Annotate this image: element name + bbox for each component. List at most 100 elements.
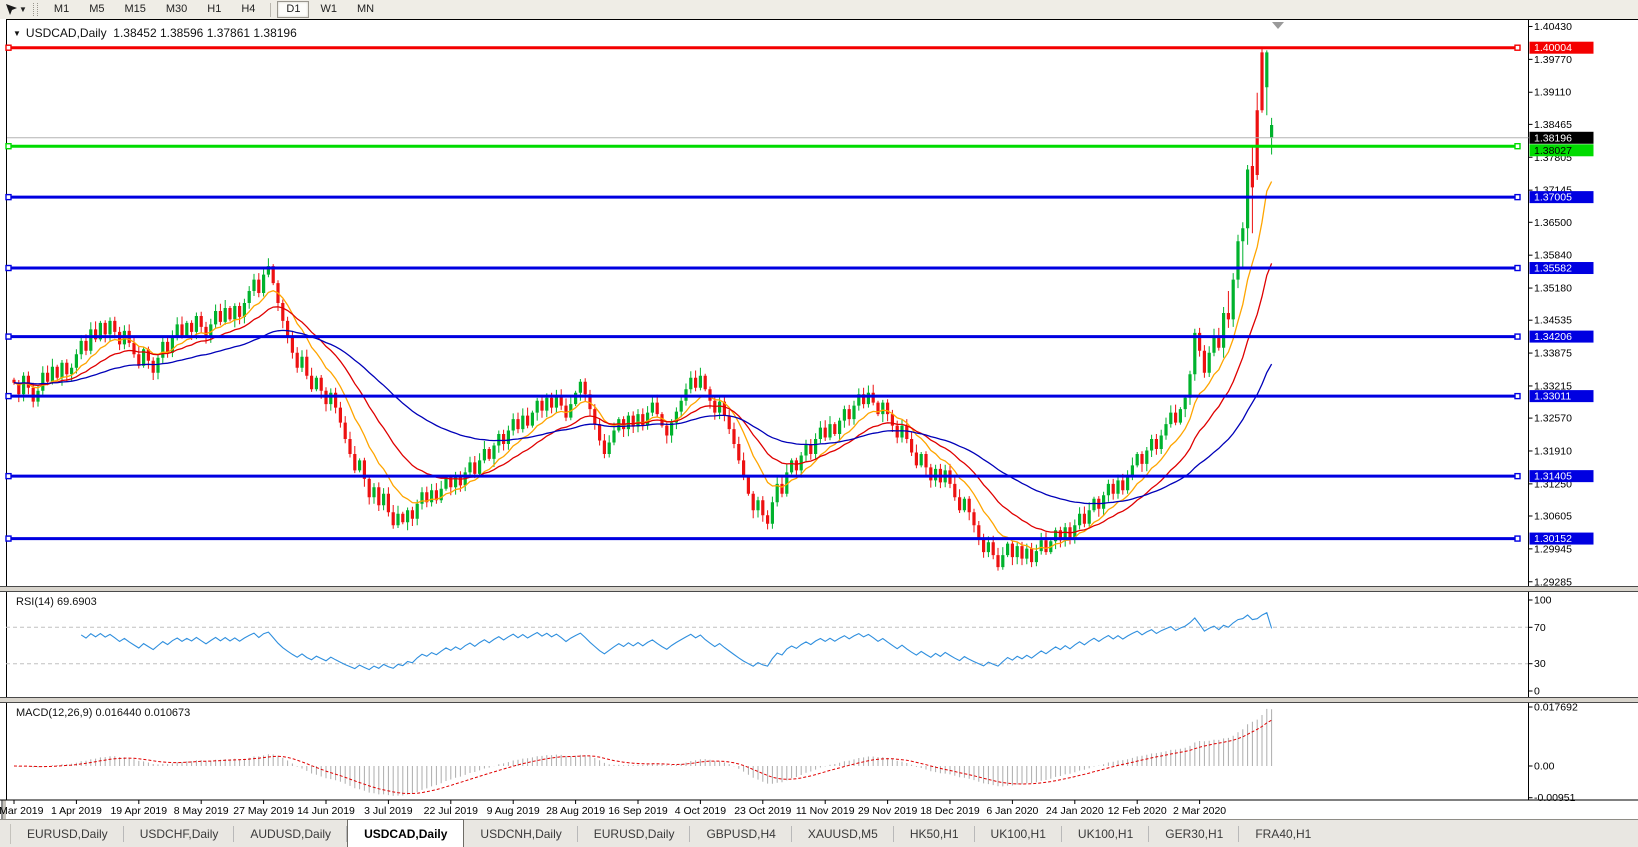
timeframe-buttons: M1 M5 M15 M30 H1 H4 D1 W1 MN <box>44 1 384 18</box>
toolbar: ▼ M1 M5 M15 M30 H1 H4 D1 W1 MN <box>0 0 1638 20</box>
chart-menu-triangle-icon[interactable]: ▼ <box>13 29 21 38</box>
svg-text:1.35840: 1.35840 <box>1534 250 1572 262</box>
chart-title-text: USDCAD,Daily 1.38452 1.38596 1.37861 1.3… <box>25 26 297 40</box>
svg-text:6 Jan 2020: 6 Jan 2020 <box>986 805 1038 817</box>
tab-bar-grip <box>0 824 11 844</box>
svg-text:1.31910: 1.31910 <box>1534 445 1572 457</box>
svg-text:1.39110: 1.39110 <box>1534 87 1571 99</box>
timeframe-w1-button[interactable]: W1 <box>320 3 337 15</box>
timeframe-h1-button[interactable]: H1 <box>207 3 222 15</box>
tab-audusd-daily[interactable]: AUDUSD,Daily <box>234 820 347 847</box>
svg-text:14 Jun 2019: 14 Jun 2019 <box>297 805 355 817</box>
tab-hk50-h1[interactable]: HK50,H1 <box>894 820 975 847</box>
horizontal-level-lines[interactable] <box>5 44 1521 542</box>
rsi-indicator-label: RSI(14) 69.6903 <box>16 596 97 608</box>
svg-text:1.33875: 1.33875 <box>1534 348 1572 360</box>
pointer-icon[interactable] <box>3 2 19 17</box>
svg-text:1.40430: 1.40430 <box>1534 21 1572 33</box>
svg-text:1.38465: 1.38465 <box>1534 119 1572 131</box>
svg-text:2 Mar 2020: 2 Mar 2020 <box>1173 805 1226 817</box>
macd-indicator-label: MACD(12,26,9) 0.016440 0.010673 <box>16 707 191 719</box>
svg-text:1.38027: 1.38027 <box>1534 145 1572 157</box>
svg-text:1.34535: 1.34535 <box>1534 315 1572 327</box>
tab-usdcnh-daily[interactable]: USDCNH,Daily <box>464 820 579 847</box>
rsi-panel[interactable]: 100 70 30 0 <box>6 592 1552 698</box>
tab-uk100-h1[interactable]: UK100,H1 <box>975 820 1063 847</box>
svg-text:30: 30 <box>1534 658 1546 670</box>
tab-uk100-h1[interactable]: UK100,H1 <box>1062 820 1150 847</box>
svg-text:12 Feb 2020: 12 Feb 2020 <box>1108 805 1167 817</box>
tab-strip: EURUSD,Daily USDCHF,Daily AUDUSD,Daily USDC… <box>11 819 1327 847</box>
tab-eurusd-daily[interactable]: EURUSD,Daily <box>11 820 124 847</box>
chart-title: ▼ USDCAD,Daily 1.38452 1.38596 1.37861 1.… <box>13 26 297 40</box>
svg-text:0: 0 <box>1534 686 1540 698</box>
svg-text:13 Mar 2019: 13 Mar 2019 <box>0 805 44 817</box>
svg-text:0.017692: 0.017692 <box>1534 701 1578 713</box>
svg-text:100: 100 <box>1534 595 1552 607</box>
toolbar-separator <box>270 2 272 17</box>
macd-signal-line <box>13 719 1272 794</box>
svg-text:8 May 2019: 8 May 2019 <box>174 805 229 817</box>
svg-text:23 Oct 2019: 23 Oct 2019 <box>734 805 791 817</box>
timeframe-h4-button[interactable]: H4 <box>241 3 256 15</box>
timeframe-m15-button[interactable]: M15 <box>124 3 146 15</box>
chevron-down-icon[interactable]: ▼ <box>19 5 27 14</box>
svg-text:1.30152: 1.30152 <box>1534 533 1572 545</box>
price-axis[interactable]: 1.404301.397701.391101.384651.378051.371… <box>1528 21 1594 588</box>
svg-text:1.32570: 1.32570 <box>1534 413 1572 425</box>
tab-gbpusd-h4[interactable]: GBPUSD,H4 <box>690 820 793 847</box>
svg-text:1.33215: 1.33215 <box>1534 380 1572 392</box>
rsi-line <box>80 611 1273 671</box>
panel-splitter-2[interactable] <box>0 697 1638 703</box>
date-axis[interactable]: 13 Mar 2019 1 Apr 2019 19 Apr 2019 8 May 20… <box>0 799 1638 817</box>
timeframe-mn-button[interactable]: MN <box>356 3 375 15</box>
timeframe-m5-button[interactable]: M5 <box>89 3 105 15</box>
chart-shift-triangle-icon <box>1272 22 1284 29</box>
svg-text:9 Aug 2019: 9 Aug 2019 <box>487 805 540 817</box>
svg-text:16 Sep 2019: 16 Sep 2019 <box>608 805 668 817</box>
tab-ger30-h1[interactable]: GER30,H1 <box>1149 820 1240 847</box>
toolbar-grip[interactable] <box>32 3 38 16</box>
timeframe-m30-button[interactable]: M30 <box>165 3 188 15</box>
svg-text:11 Nov 2019: 11 Nov 2019 <box>796 805 855 817</box>
svg-text:1.35582: 1.35582 <box>1534 263 1572 275</box>
svg-text:1.39770: 1.39770 <box>1534 54 1572 66</box>
tab-xauusd-m5[interactable]: XAUUSD,M5 <box>792 820 894 847</box>
svg-text:24 Jan 2020: 24 Jan 2020 <box>1046 805 1104 817</box>
tab-usdcad-daily[interactable]: USDCAD,Daily <box>347 819 465 847</box>
svg-text:0.00: 0.00 <box>1534 761 1555 773</box>
svg-text:27 May 2019: 27 May 2019 <box>233 805 294 817</box>
svg-text:1.31405: 1.31405 <box>1534 471 1572 483</box>
tab-fra40-h1[interactable]: FRA40,H1 <box>1255 827 1312 841</box>
svg-text:1.34206: 1.34206 <box>1534 331 1572 343</box>
svg-text:1.29285: 1.29285 <box>1534 576 1572 588</box>
timeframe-d1-button[interactable]: D1 <box>277 1 310 18</box>
chart-window[interactable]: 1.404301.397701.391101.384651.378051.371… <box>0 19 1638 819</box>
timeframe-m1-button[interactable]: M1 <box>53 3 70 15</box>
slow-ma-line <box>13 329 1273 505</box>
svg-text:1.37005: 1.37005 <box>1534 192 1572 204</box>
svg-text:29 Nov 2019: 29 Nov 2019 <box>858 805 918 817</box>
svg-text:19 Apr 2019: 19 Apr 2019 <box>110 805 167 817</box>
chart-frame <box>0 19 1638 800</box>
svg-text:1 Apr 2019: 1 Apr 2019 <box>51 805 102 817</box>
svg-text:1.35180: 1.35180 <box>1534 283 1572 295</box>
svg-text:4 Oct 2019: 4 Oct 2019 <box>675 805 727 817</box>
svg-text:70: 70 <box>1534 622 1546 634</box>
svg-text:1.36500: 1.36500 <box>1534 217 1572 229</box>
panel-splitter-1[interactable] <box>0 586 1638 592</box>
svg-text:18 Dec 2019: 18 Dec 2019 <box>920 805 980 817</box>
tab-usdchf-daily[interactable]: USDCHF,Daily <box>124 820 235 847</box>
mid-ma-line <box>13 263 1273 534</box>
svg-text:22 Jul 2019: 22 Jul 2019 <box>424 805 478 817</box>
tab-eurusd-daily[interactable]: EURUSD,Daily <box>578 820 691 847</box>
svg-text:1.38196: 1.38196 <box>1534 132 1572 144</box>
svg-text:1.33011: 1.33011 <box>1534 391 1571 403</box>
candlestick-series <box>12 48 1274 571</box>
macd-panel[interactable]: 0.017692 0.00 -0.00951 <box>1528 701 1578 804</box>
svg-text:1.29945: 1.29945 <box>1534 543 1572 555</box>
svg-text:28 Aug 2019: 28 Aug 2019 <box>546 805 605 817</box>
tab-bar: EURUSD,Daily USDCHF,Daily AUDUSD,Daily USDC… <box>0 819 1638 847</box>
svg-text:-0.00951: -0.00951 <box>1534 792 1576 804</box>
